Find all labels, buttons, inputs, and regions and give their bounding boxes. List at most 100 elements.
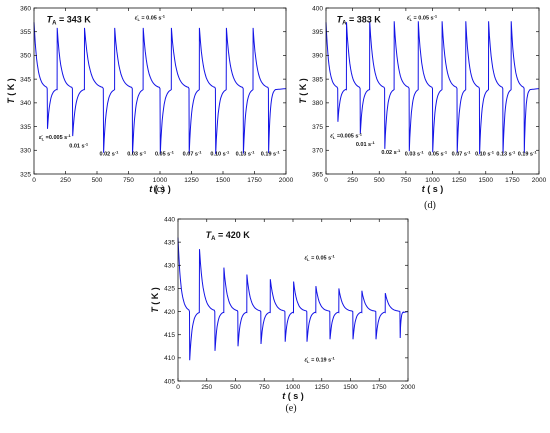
panel-caption: (d) [424, 200, 436, 211]
x-axis-symbol: t [282, 391, 288, 401]
x-tick-label: 750 [259, 384, 270, 391]
strain-rate-value: 0.19 s [261, 152, 276, 158]
ta-subscript: A [52, 21, 57, 27]
y-tick-label: 340 [20, 100, 31, 107]
strain-rate-top-label: ε̇L = 0.05 s-1 [407, 14, 438, 23]
strain-rate-value: 0.02 s [100, 152, 115, 158]
ta-symbol: T [47, 15, 54, 25]
y-tick-label: 325 [20, 171, 31, 178]
strain-rate-value: 0.03 s [405, 152, 420, 158]
strain-value: = 0.19 s [310, 358, 332, 364]
y-tick-label: 375 [312, 124, 323, 131]
strain-rate-exponent: -1 [170, 150, 174, 155]
strain-exponent: -1 [331, 356, 335, 361]
ta-value: = 420 K [215, 230, 250, 240]
strain-rate-value: 0.02 s [381, 150, 396, 156]
x-tick-label: 1000 [286, 384, 301, 391]
strain-value: =0.005 s [335, 133, 358, 139]
x-axis-symbol: t [422, 184, 428, 194]
strain-rate-label: 0.05 s-1 [428, 150, 448, 158]
x-axis-label: t ( s ) [149, 184, 171, 194]
strain-value: = 0.05 s [140, 16, 162, 22]
strain-rate-exponent: -1 [85, 141, 89, 146]
y-axis-symbol: T [298, 96, 308, 104]
strain-rate-exponent: -1 [143, 150, 147, 155]
ta-symbol: T [206, 230, 213, 240]
strain-rate-label: 0.07 s-1 [452, 150, 472, 158]
x-tick-label: 750 [400, 177, 411, 184]
x-axis-label: t ( s ) [282, 391, 304, 401]
strain-rate-exponent: -1 [251, 150, 255, 155]
strain-rate-value: 0.13 s [236, 152, 251, 158]
strain-rate-label: 0.07 s-1 [183, 150, 203, 158]
temperature-series-line [33, 22, 287, 155]
strain-symbol: ε̇ [135, 16, 139, 22]
strain-value: = 0.05 s [412, 16, 434, 22]
y-tick-label: 350 [20, 53, 31, 60]
x-tick-label: 250 [201, 384, 212, 391]
panel-caption: (e) [285, 403, 296, 414]
strain-rate-label: 0.03 s-1 [127, 150, 147, 158]
strain-exponent: -1 [358, 131, 362, 136]
strain-exponent: -1 [67, 133, 71, 138]
ambient-temperature-label: TA = 420 K [206, 230, 251, 242]
strain-subscript: L [410, 17, 413, 22]
strain-symbol: ε̇ [305, 358, 309, 364]
x-tick-label: 1500 [343, 384, 358, 391]
strain-rate-top-label: ε̇L = 0.05 s-1 [305, 254, 336, 263]
y-tick-label: 400 [312, 5, 323, 12]
y-tick-label: 405 [164, 378, 175, 385]
y-tick-label: 370 [312, 148, 323, 155]
y-tick-label: 335 [20, 124, 31, 131]
strain-rate-exponent: -1 [533, 150, 537, 155]
x-tick-label: 1250 [315, 384, 330, 391]
strain-exponent: -1 [161, 14, 165, 19]
strain-rate-top-label: ε̇L = 0.05 s-1 [135, 14, 166, 23]
x-tick-label: 1750 [247, 177, 262, 184]
x-tick-label: 2000 [279, 177, 294, 184]
temperature-series-line [325, 21, 540, 155]
strain-rate-value: 0.01 s [356, 142, 371, 148]
ta-subscript: A [211, 236, 216, 242]
strain-rate-exponent: -1 [226, 150, 230, 155]
ambient-temperature-label: TA = 343 K [47, 15, 92, 27]
x-tick-label: 1750 [505, 177, 520, 184]
strain-rate-label: 0.19 s-1 [261, 150, 281, 158]
strain-rate-value: 0.07 s [452, 152, 467, 158]
strain-rate-value: 0.19 s [518, 152, 533, 158]
y-tick-label: 330 [20, 148, 31, 155]
y-tick-label: 380 [312, 100, 323, 107]
strain-exponent: -1 [331, 254, 335, 259]
strain-rate-label: 0.02 s-1 [381, 148, 401, 156]
x-tick-label: 250 [60, 177, 71, 184]
strain-rate-exponent: -1 [198, 150, 202, 155]
strain-rate-exponent: -1 [467, 150, 471, 155]
y-tick-label: 355 [20, 29, 31, 36]
strain-symbol: ε̇ [330, 133, 334, 139]
y-axis-unit: ( K ) [6, 78, 16, 96]
strain-rate-exponent: -1 [115, 150, 119, 155]
y-tick-label: 410 [164, 355, 175, 362]
ta-symbol: T [337, 15, 344, 25]
strain-rate-value: 0.01 s [69, 143, 84, 149]
ambient-temperature-label: TA = 383 K [337, 15, 382, 27]
plot-frame [177, 218, 409, 382]
strain-rate-label: 0.05 s-1 [155, 150, 175, 158]
x-tick-label: 750 [123, 177, 134, 184]
strain-rate-exponent: -1 [420, 150, 424, 155]
x-axis-unit: ( s ) [155, 184, 171, 194]
strain-rate-bottom-label: ε̇L = 0.19 s-1 [305, 356, 336, 365]
x-tick-label: 1000 [153, 177, 168, 184]
chart-panel-d: 0 250 500 750 1000 1250 1500 1750 2000 365 370 375 3… [298, 5, 547, 211]
strain-exponent: -1 [434, 14, 438, 19]
y-axis-label: T ( K ) [298, 78, 308, 104]
y-tick-label: 365 [312, 171, 323, 178]
strain-value: =0.005 s [44, 135, 67, 141]
x-tick-label: 0 [32, 177, 36, 184]
strain-subscript: L [307, 257, 310, 262]
x-tick-label: 500 [92, 177, 103, 184]
strain-subscript: L [42, 137, 45, 142]
y-tick-label: 420 [164, 309, 175, 316]
x-axis-unit: ( s ) [288, 391, 304, 401]
